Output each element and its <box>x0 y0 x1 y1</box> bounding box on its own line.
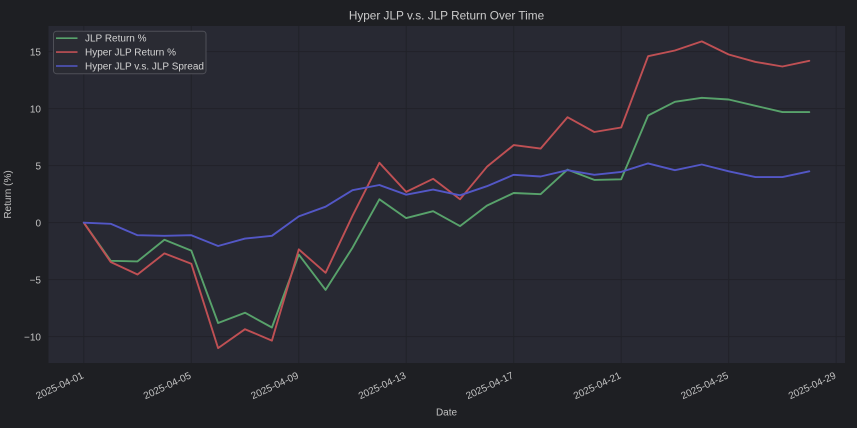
svg-text:Date: Date <box>436 407 458 418</box>
svg-text:−5: −5 <box>30 276 42 287</box>
svg-text:Hyper JLP Return %: Hyper JLP Return % <box>85 48 176 59</box>
svg-text:0: 0 <box>35 219 41 230</box>
svg-text:Hyper JLP v.s. JLP Spread: Hyper JLP v.s. JLP Spread <box>85 62 204 73</box>
svg-text:15: 15 <box>30 48 42 59</box>
svg-text:JLP Return %: JLP Return % <box>85 34 147 45</box>
svg-text:Return (%): Return (%) <box>3 170 14 218</box>
svg-text:Hyper JLP v.s. JLP Return Over: Hyper JLP v.s. JLP Return Over Time <box>349 9 545 23</box>
svg-text:−10: −10 <box>24 333 41 344</box>
svg-text:10: 10 <box>30 105 42 116</box>
svg-text:5: 5 <box>35 162 41 173</box>
